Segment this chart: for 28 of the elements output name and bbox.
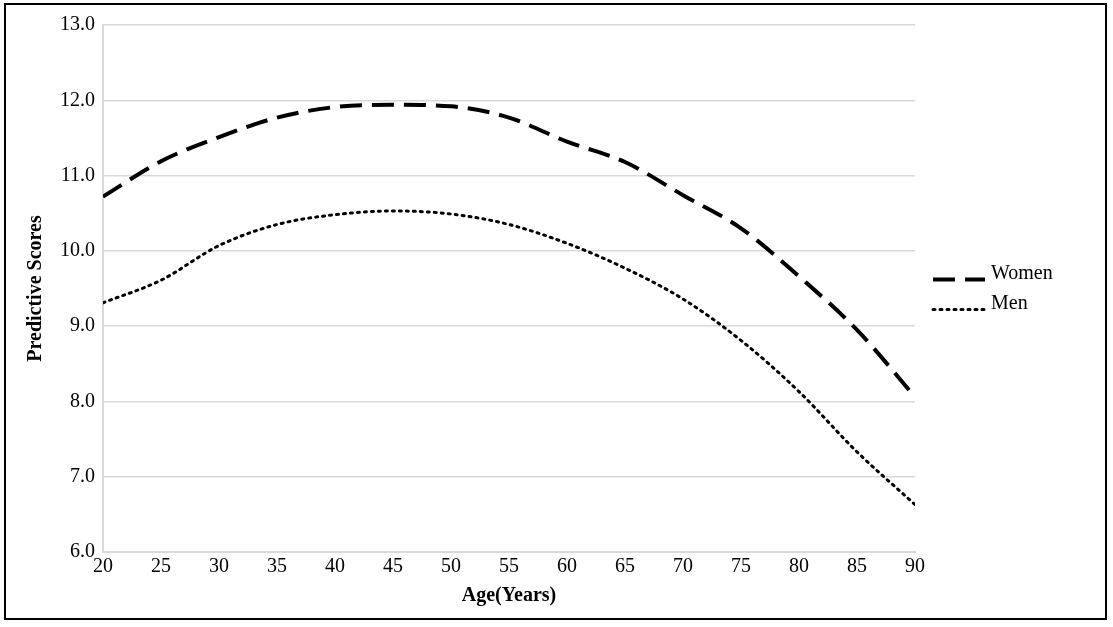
y-tick-label: 11.0 bbox=[60, 162, 95, 185]
x-tick-label: 90 bbox=[905, 554, 925, 577]
x-tick-label: 80 bbox=[789, 554, 809, 577]
x-tick-label: 40 bbox=[325, 554, 345, 577]
legend-label: Men bbox=[991, 290, 1028, 313]
x-axis-title: Age(Years) bbox=[461, 583, 557, 607]
x-tick-label: 65 bbox=[615, 554, 635, 577]
y-axis-title: Predictive Scores bbox=[23, 215, 46, 362]
x-tick-label: 20 bbox=[93, 554, 113, 577]
x-tick-label: 75 bbox=[731, 554, 751, 577]
x-tick-label: 85 bbox=[847, 554, 867, 577]
y-tick-label: 13.0 bbox=[60, 12, 95, 35]
y-tick-label: 6.0 bbox=[70, 539, 95, 562]
x-tick-label: 30 bbox=[209, 554, 229, 577]
y-tick-label: 8.0 bbox=[70, 388, 95, 411]
line-series bbox=[103, 209, 915, 507]
y-tick-label: 7.0 bbox=[70, 463, 95, 486]
x-tick-label: 35 bbox=[267, 554, 287, 577]
x-tick-label: 70 bbox=[673, 554, 693, 577]
y-tick-label: 10.0 bbox=[60, 238, 95, 261]
y-tick-label: 9.0 bbox=[70, 313, 95, 336]
legend-label: Women bbox=[991, 260, 1053, 283]
x-tick-label: 45 bbox=[383, 554, 403, 577]
x-tick-label: 25 bbox=[151, 554, 171, 577]
x-tick-label: 55 bbox=[499, 554, 519, 577]
y-tick-label: 12.0 bbox=[60, 87, 95, 110]
x-tick-label: 50 bbox=[441, 554, 461, 577]
x-tick-label: 60 bbox=[557, 554, 577, 577]
